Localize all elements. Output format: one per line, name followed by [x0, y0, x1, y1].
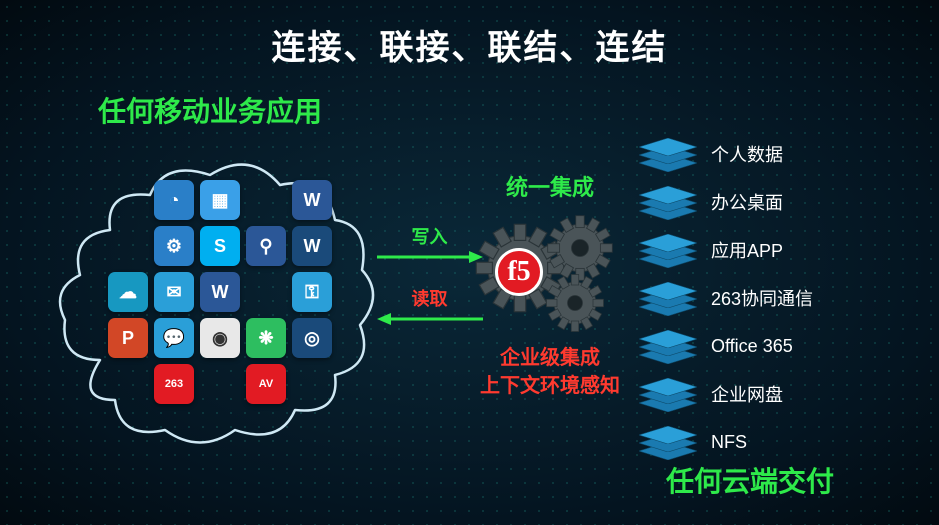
right-section-title: 任何云端交付 — [666, 460, 834, 500]
stack-item: 企业网盘 — [639, 370, 869, 418]
app-icon-contact: ⚲ — [246, 226, 286, 266]
center-bottom-line1: 企业级集成 — [465, 344, 635, 372]
stack-item: Office 365 — [639, 322, 869, 370]
stack-label: NFS — [711, 432, 747, 453]
app-icon-blank — [108, 180, 148, 220]
app-icon-blank — [108, 226, 148, 266]
app-icon-avaya: AV — [246, 364, 286, 404]
center-bottom-text: 企业级集成 上下文环境感知 — [465, 344, 635, 400]
stack-layers-icon — [639, 228, 697, 272]
center-top-label: 统一集成 — [465, 170, 635, 202]
app-icon-evernote: ❋ — [246, 318, 286, 358]
app-icon-263: 263 — [154, 364, 194, 404]
app-icon-settings: ⚙ — [154, 226, 194, 266]
stack-item: NFS — [639, 418, 869, 466]
app-icon-shield: ◔ — [154, 180, 194, 220]
cloud-container: ◔▦W⚙S⚲W☁✉W⚿P💬◉❋◎263AV — [60, 150, 370, 450]
stack-layers-icon — [639, 132, 697, 176]
stack-label: 企业网盘 — [711, 381, 783, 407]
stack-layers-icon — [639, 324, 697, 368]
stack-layers-icon — [639, 420, 697, 464]
app-icon-skype: S — [200, 226, 240, 266]
stack-label: Office 365 — [711, 336, 793, 357]
app-icon-chat: 💬 — [154, 318, 194, 358]
app-icon-blank — [246, 272, 286, 312]
app-icon-blank — [108, 364, 148, 404]
cloud-services-stack: 个人数据 办公桌面 应用APP 263协同通信 Office 365 企业网盘 … — [639, 130, 869, 466]
page-title: 连接、联接、联结、连结 — [0, 20, 939, 69]
stack-item: 办公桌面 — [639, 178, 869, 226]
stack-label: 办公桌面 — [711, 189, 783, 215]
app-icon-wifi: ◎ — [292, 318, 332, 358]
app-icon-webex: W — [292, 226, 332, 266]
stack-item: 个人数据 — [639, 130, 869, 178]
stack-item: 应用APP — [639, 226, 869, 274]
app-icon-blank — [246, 180, 286, 220]
app-icon-word2: W — [200, 272, 240, 312]
app-icon-ppt: P — [108, 318, 148, 358]
app-icon-word1: W — [292, 180, 332, 220]
gears-icon: f5 — [465, 208, 635, 338]
stack-layers-icon — [639, 372, 697, 416]
stack-label: 个人数据 — [711, 141, 783, 167]
read-label: 读取 — [412, 285, 448, 311]
app-icon-key: ⚿ — [292, 272, 332, 312]
app-icon-browser: ◉ — [200, 318, 240, 358]
stack-layers-icon — [639, 180, 697, 224]
center-bottom-line2: 上下文环境感知 — [465, 372, 635, 400]
stack-label: 应用APP — [711, 237, 783, 263]
f5-badge-icon: f5 — [495, 248, 543, 296]
left-section-title: 任何移动业务应用 — [98, 90, 322, 130]
app-icon-blank — [292, 364, 332, 404]
stack-layers-icon — [639, 276, 697, 320]
center-section: 统一集成 — [465, 170, 635, 400]
stack-label: 263协同通信 — [711, 285, 813, 311]
app-icon-calendar: ▦ — [200, 180, 240, 220]
app-icon-salesforce: ☁ — [108, 272, 148, 312]
stack-item: 263协同通信 — [639, 274, 869, 322]
app-icon-mail: ✉ — [154, 272, 194, 312]
write-label: 写入 — [412, 223, 448, 249]
app-icon-blank — [200, 364, 240, 404]
app-icon-grid: ◔▦W⚙S⚲W☁✉W⚿P💬◉❋◎263AV — [100, 180, 340, 404]
